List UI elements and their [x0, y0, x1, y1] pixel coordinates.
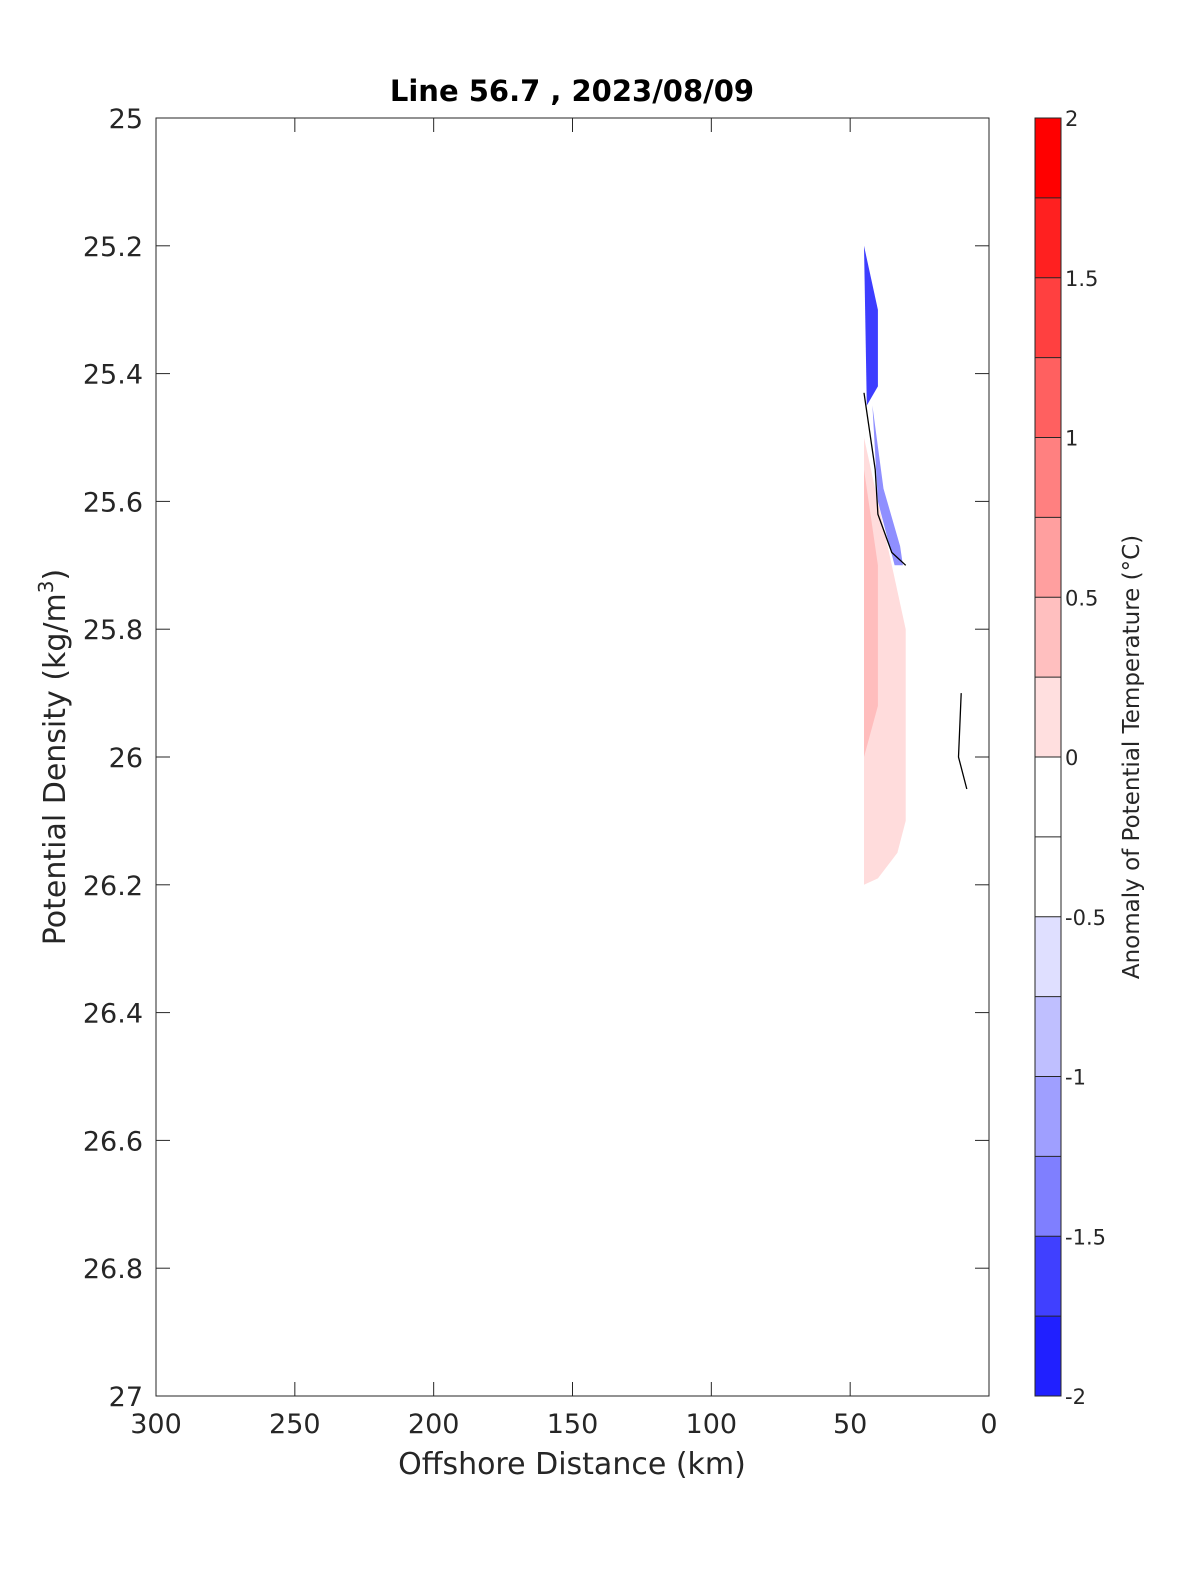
x-tick-label: 50	[833, 1409, 867, 1440]
colorbar-band	[1035, 357, 1061, 438]
colorbar-band	[1035, 437, 1061, 518]
y-axis-label-superscript: 3	[34, 580, 58, 593]
colorbar-label: Anomaly of Potential Temperature (°C)	[1119, 535, 1145, 979]
y-tick-label: 25.8	[83, 615, 143, 646]
y-tick-label: 26.4	[83, 999, 143, 1030]
x-tick-label: 100	[686, 1409, 738, 1440]
x-tick-label: 0	[980, 1409, 997, 1440]
colorbar-band	[1035, 597, 1061, 678]
colorbar-tick-label: -1.5	[1065, 1225, 1106, 1249]
y-tick-label: 26	[109, 743, 143, 774]
colorbar-band	[1035, 757, 1061, 837]
colorbar-band	[1035, 836, 1061, 917]
plot-area: 300 250 200 150 100 50 0 25 25.2 25.4 25.6 25.8 26 26…	[83, 104, 998, 1440]
colorbar-band	[1035, 118, 1061, 198]
x-tick-label: 150	[547, 1409, 599, 1440]
colorbar-band	[1035, 677, 1061, 757]
colorbar-tick-label: 2	[1065, 107, 1078, 131]
colorbar-tick-label: -0.5	[1065, 906, 1106, 930]
colorbar-tick-label: 1	[1065, 427, 1078, 451]
y-axis-label-main: Potential Density (kg/m	[38, 593, 73, 945]
colorbar-tick-label: -1	[1065, 1066, 1086, 1090]
y-tick-label: 26.8	[83, 1254, 143, 1285]
y-tick-label: 25.6	[83, 487, 143, 518]
contour-zero-contour-nearshore	[957, 693, 968, 790]
chart-title: Line 56.7 , 2023/08/09	[390, 74, 754, 108]
axis-ticks: 300 250 200 150 100 50 0 25 25.2 25.4 25.6 25.8 26 26…	[83, 104, 998, 1440]
y-tick-label: 26.2	[83, 871, 143, 902]
colorbar-ticks: 2 1.5 1 0.5 0 -0.5 -1 -1.5 -2	[1035, 107, 1106, 1409]
y-tick-label: 27	[109, 1382, 143, 1413]
colorbar-band	[1035, 1156, 1061, 1237]
colorbar: 2 1.5 1 0.5 0 -0.5 -1 -1.5 -2	[1034, 107, 1106, 1409]
colorbar-band	[1035, 996, 1061, 1077]
y-tick-label: 25.2	[83, 232, 143, 263]
colorbar-tick-label: 0.5	[1065, 586, 1098, 610]
region-warm-anomaly-medium	[864, 469, 878, 757]
colorbar-band	[1035, 277, 1061, 358]
region-cold-anomaly-lower	[872, 405, 903, 566]
y-tick-label: 26.6	[83, 1126, 143, 1157]
zero-contours	[863, 392, 968, 790]
x-tick-label: 300	[130, 1409, 182, 1440]
colorbar-tick-label: 1.5	[1065, 267, 1098, 291]
x-axis-label: Offshore Distance (km)	[398, 1447, 746, 1482]
y-axis-label-close: )	[38, 569, 73, 581]
colorbar-bands	[1035, 118, 1061, 1396]
colorbar-band	[1035, 1076, 1061, 1157]
y-tick-label: 25.4	[83, 360, 143, 391]
x-tick-label: 200	[408, 1409, 460, 1440]
region-cold-anomaly-upper	[864, 245, 878, 406]
colorbar-band	[1035, 916, 1061, 997]
colorbar-tick-label: -2	[1065, 1385, 1086, 1409]
colorbar-band	[1035, 197, 1061, 278]
colorbar-tick-label: 0	[1065, 746, 1078, 770]
anomaly-regions	[864, 245, 906, 885]
contour-zero-contour-offshore	[863, 392, 907, 566]
axes-frame	[155, 117, 990, 1397]
y-axis-label: Potential Density (kg/m3)	[34, 569, 73, 945]
y-tick-label: 25	[109, 104, 143, 135]
colorbar-band	[1035, 1316, 1061, 1396]
colorbar-band	[1035, 517, 1061, 598]
x-tick-label: 250	[269, 1409, 321, 1440]
colorbar-band	[1035, 1236, 1061, 1317]
